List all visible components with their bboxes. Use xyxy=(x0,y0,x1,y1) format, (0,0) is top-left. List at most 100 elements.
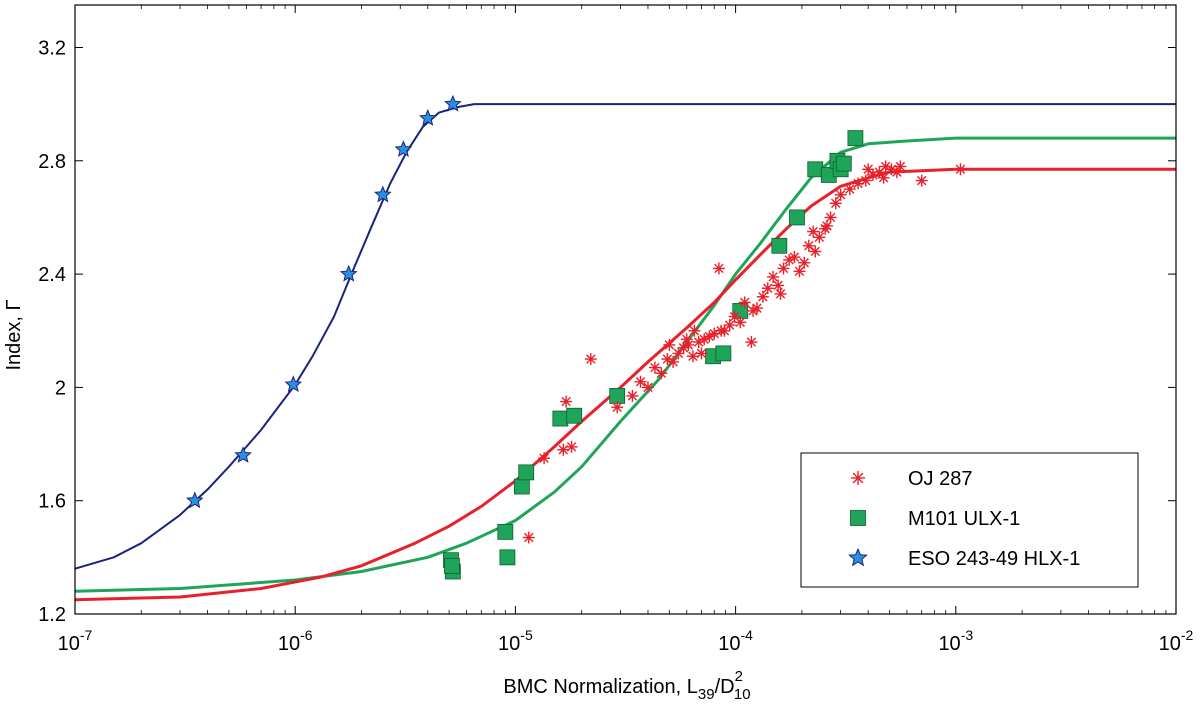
x-tick-label: 10-2 xyxy=(1159,627,1194,655)
x-tick-label: 10-5 xyxy=(498,627,533,655)
oj287-point xyxy=(777,262,790,275)
oj287-point xyxy=(954,163,967,176)
oj287-point xyxy=(798,256,811,269)
oj287-point xyxy=(663,338,676,351)
oj287-point xyxy=(557,443,570,456)
eso-point xyxy=(284,375,303,393)
oj287-point xyxy=(738,296,751,309)
oj287-point xyxy=(859,174,872,187)
oj287-point xyxy=(680,333,693,346)
oj287-point xyxy=(767,270,780,283)
m101-point xyxy=(807,161,824,178)
oj287-point xyxy=(560,395,573,408)
x-tick-label: 10-3 xyxy=(938,627,973,655)
m101-point xyxy=(609,387,626,404)
oj287-point xyxy=(820,219,833,232)
m101-point xyxy=(847,130,864,147)
x-axis-label: BMC Normalization, L39/D2 10 xyxy=(503,668,750,703)
plot-frame xyxy=(74,4,1177,615)
legend: OJ 287 M101 ULX-1 ESO 243-49 HLX-1 xyxy=(800,452,1139,588)
oj287-point xyxy=(712,262,725,275)
oj287-point xyxy=(611,401,624,414)
y-tick-label: 1.2 xyxy=(38,604,66,626)
y-tick-label: 3.2 xyxy=(38,37,66,59)
oj287-point xyxy=(843,183,856,196)
x-tick-label: 10-4 xyxy=(718,627,753,655)
y-tick-label: 1.6 xyxy=(38,491,66,513)
eso-point xyxy=(373,185,392,203)
m101-point xyxy=(566,407,583,424)
oj287-point xyxy=(877,171,890,184)
oj287-point xyxy=(750,302,763,315)
oj287-point xyxy=(774,287,787,300)
oj287-point xyxy=(695,347,708,360)
eso-point xyxy=(185,491,204,509)
oj287-point xyxy=(834,188,847,201)
m101-point xyxy=(497,523,514,540)
y-tick-label: 2 xyxy=(55,377,66,399)
m101-point xyxy=(552,410,569,427)
legend-label-eso: ESO 243-49 HLX-1 xyxy=(908,548,1080,570)
oj287-point xyxy=(862,163,875,176)
oj287-point xyxy=(885,163,898,176)
oj287-point xyxy=(813,231,826,244)
oj287-point xyxy=(686,350,699,363)
oj287-point xyxy=(584,353,597,366)
oj287-point xyxy=(793,265,806,278)
x-axis-label-slash: /D xyxy=(715,676,735,698)
eso-point xyxy=(234,446,252,463)
oj287-point xyxy=(641,381,654,394)
oj287-point xyxy=(829,197,842,210)
m101-point xyxy=(835,155,852,172)
legend-marker-eso xyxy=(848,547,868,567)
m101-point xyxy=(499,549,516,566)
oj287-point xyxy=(565,440,578,453)
x-axis-label-sub1: 39 xyxy=(698,686,715,703)
x-axis-label-main: BMC Normalization, L xyxy=(503,676,698,698)
legend-label-oj287: OJ 287 xyxy=(908,468,972,490)
oj287-point xyxy=(734,316,747,329)
oj287-point xyxy=(655,367,668,380)
oj287-point xyxy=(723,319,736,332)
eso-point xyxy=(418,108,437,126)
oj287-point xyxy=(809,245,822,258)
oj287-point xyxy=(756,290,769,303)
y-tick-label: 2.8 xyxy=(38,151,66,173)
oj287-point xyxy=(915,174,928,187)
eso-point xyxy=(394,140,413,157)
oj287-point xyxy=(788,251,801,264)
y-axis-label: Index, Γ xyxy=(3,299,25,370)
legend-label-m101: M101 ULX-1 xyxy=(908,508,1020,530)
oj287-point xyxy=(634,375,647,388)
oj287-point xyxy=(824,211,837,224)
m101-point xyxy=(513,478,530,495)
m101-point xyxy=(771,237,788,254)
eso-point xyxy=(339,264,358,282)
x-axis-label-sub2: 10 xyxy=(734,686,751,703)
legend-marker-oj287 xyxy=(851,471,865,485)
tick-labels: 1.2 1.6 2 2.4 2.8 3.2 10-7 10-6 10-5 10-4 10-3 10-2 xyxy=(38,37,1193,655)
oj287-point xyxy=(522,531,535,544)
oj287-point xyxy=(761,282,774,295)
m101-point xyxy=(518,464,535,481)
oj287-point xyxy=(894,160,907,173)
oj287-point xyxy=(745,336,758,349)
x-tick-label: 10-7 xyxy=(58,627,93,655)
m101-point xyxy=(444,557,460,574)
x-axis-label-sup: 2 xyxy=(735,668,743,685)
legend-markers xyxy=(848,471,868,567)
oj287-point xyxy=(688,324,701,337)
m101-point xyxy=(789,209,805,226)
m101-point xyxy=(715,345,732,362)
legend-marker-m101 xyxy=(850,510,866,526)
data-points xyxy=(185,94,967,580)
oj287-point xyxy=(538,452,551,465)
oj287-point xyxy=(715,324,728,337)
x-tick-label: 10-6 xyxy=(278,627,313,655)
oj287-point xyxy=(667,355,680,368)
oj287-point xyxy=(626,389,639,402)
eso-point xyxy=(444,94,462,112)
oj287-point xyxy=(772,279,785,292)
